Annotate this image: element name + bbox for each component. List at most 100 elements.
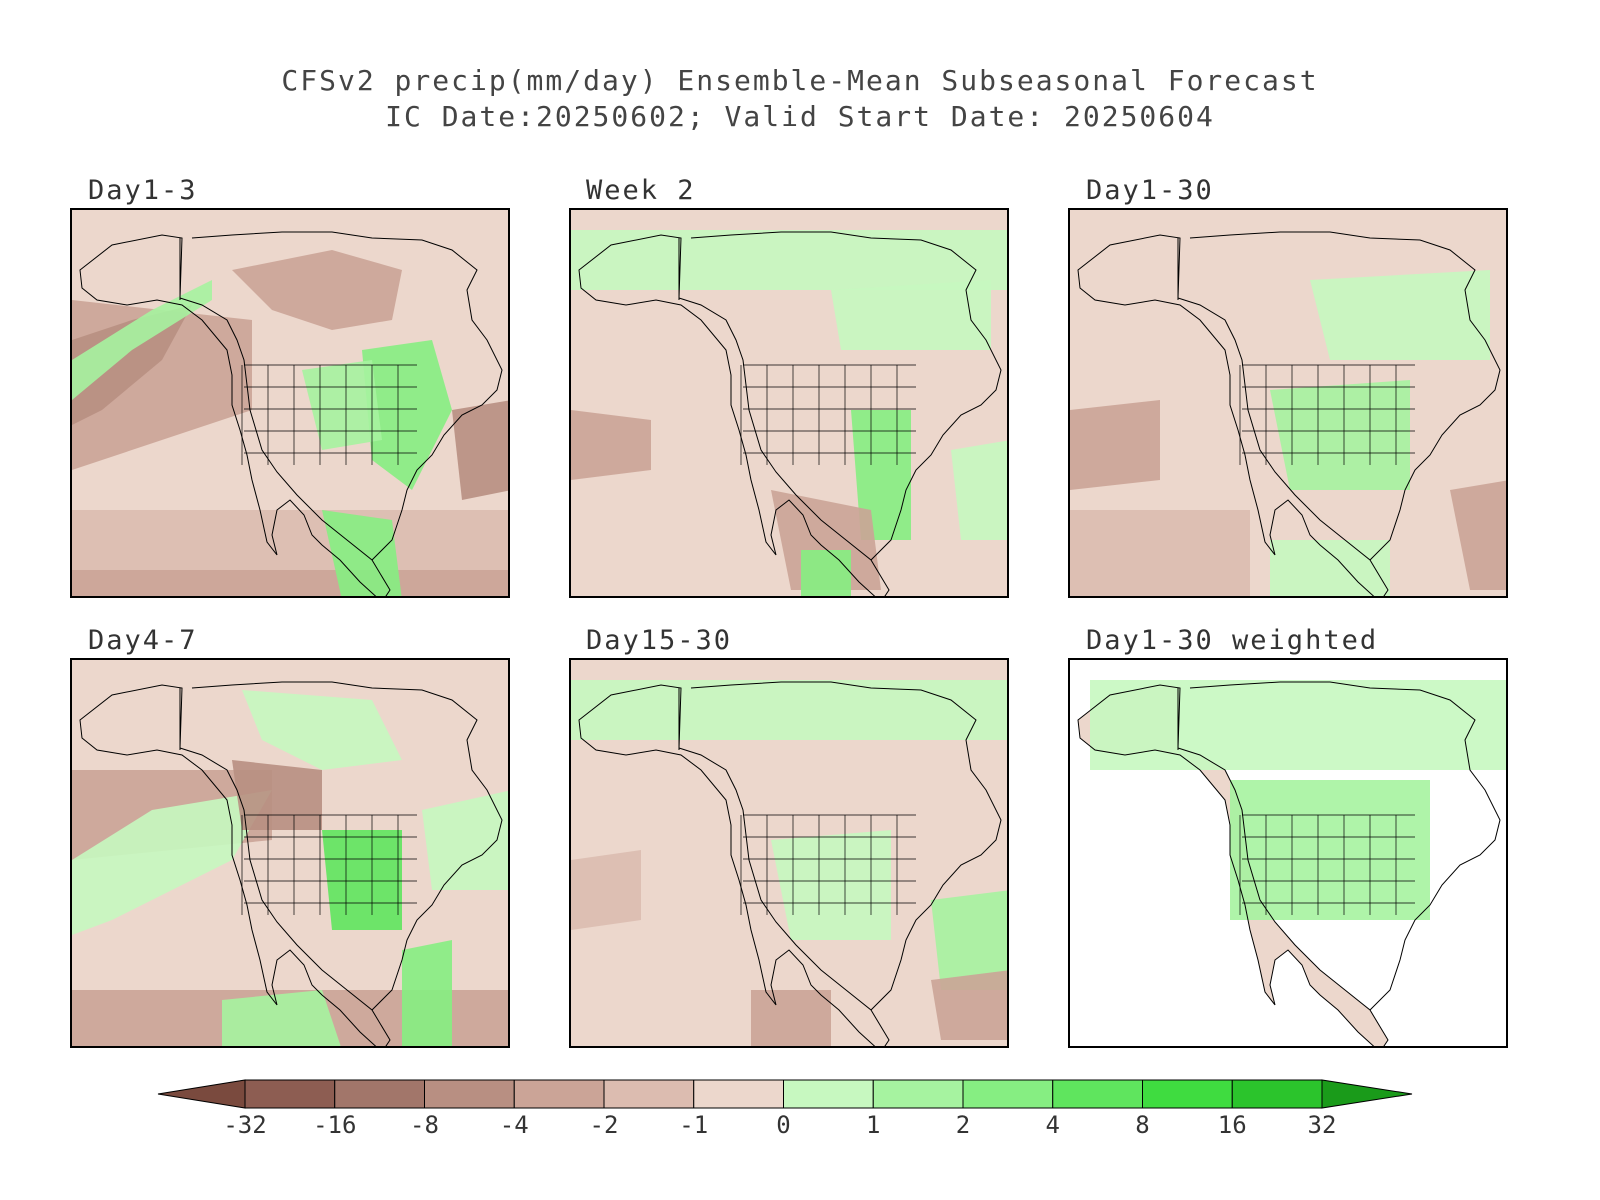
coastline-east [191,681,503,1011]
precip-anomaly-region [1070,510,1250,596]
precip-anomaly-region [322,510,402,596]
precip-anomaly-region [801,550,851,596]
colorbar-right-arrow [1321,1079,1413,1109]
precip-anomaly-region [1070,400,1160,490]
colorbar-tick-label: 16 [1218,1111,1247,1139]
precip-anomaly-region [72,280,212,400]
precip-field [1070,270,1506,596]
colorbar-box [783,1079,874,1109]
colorbar-box [424,1079,515,1109]
panel-label-day1-3: Day1-3 [88,175,198,206]
panel-label-week2: Week 2 [586,175,696,206]
precip-anomaly-region [402,940,452,1046]
precip-anomaly-region [452,400,508,500]
precip-anomaly-region [771,490,881,590]
precip-anomaly-region [571,850,641,930]
precip-field [72,250,508,596]
precip-anomaly-region [362,340,452,490]
precip-anomaly-region [232,760,322,830]
colorbar-tick-label: -16 [313,1111,356,1139]
panel-label-day1-30: Day1-30 [1086,175,1214,206]
colorbar-tick-label: 2 [956,1111,970,1139]
precip-map-day4-7 [72,660,508,1046]
map-panel-day15-30 [569,658,1009,1048]
precip-field [72,690,508,1046]
precip-anomaly-region [242,690,402,770]
colorbar-box [513,1079,605,1109]
colorbar-tick-label: 1 [866,1111,880,1139]
coastline-east [690,231,1002,561]
colorbar-tick-label: -1 [679,1111,708,1139]
state-borders [241,364,417,465]
precip-map-day1-30 [1070,210,1506,596]
coastline [79,234,391,596]
colorbar-box [1142,1079,1233,1109]
panel-label-day4-7: Day4-7 [88,625,198,656]
state-borders [241,814,417,915]
colorbar-box [334,1079,425,1109]
precip-anomaly-region [322,830,402,930]
precip-anomaly-region [232,250,402,330]
precip-anomaly-region [831,280,991,350]
precip-anomaly-region [951,440,1007,540]
colorbar-box [962,1079,1054,1109]
map-panel-day1-3 [70,208,510,598]
colorbar-box [693,1079,784,1109]
precip-anomaly-region [1450,480,1506,590]
precip-anomaly-region [422,790,508,890]
precip-map-day1-30-weighted [1070,660,1506,1046]
precip-map-day15-30 [571,660,1007,1046]
map-panel-day1-30-weighted [1068,658,1508,1048]
colorbar-box [872,1079,964,1109]
coastline-east [690,681,1002,1011]
colorbar-tick-label: -32 [223,1111,266,1139]
coastline-east [191,231,503,561]
precip-anomaly-region [771,830,891,940]
colorbar-tick-label: 0 [776,1111,790,1139]
colorbar-tick-label: 4 [1046,1111,1060,1139]
figure-title: CFSv2 precip(mm/day) Ensemble-Mean Subse… [281,64,1319,97]
precip-anomaly-region [931,890,1007,990]
state-borders [1239,364,1415,465]
precip-anomaly-region [1270,380,1410,490]
coastline-east [1189,231,1501,561]
colorbar-tick-label: -4 [500,1111,529,1139]
precip-anomaly-region [72,790,272,935]
precip-map-week2 [571,210,1007,596]
coastline [1077,684,1389,1046]
panel-label-day1-30-weighted: Day1-30 weighted [1086,625,1379,656]
precip-anomaly-region [72,305,192,425]
precip-anomaly-region [302,360,382,450]
precip-anomaly-region [751,990,831,1046]
colorbar-box [603,1079,695,1109]
panel-label-day15-30: Day15-30 [586,625,733,656]
coastline-east [1189,681,1501,1011]
precip-anomaly-region [1270,540,1390,596]
figure-subtitle: IC Date:20250602; Valid Start Date: 2025… [385,100,1215,133]
state-borders [1239,814,1415,915]
precip-anomaly-region [1090,680,1506,770]
colorbar-box [1231,1079,1323,1109]
state-borders [740,814,916,915]
map-panel-day4-7 [70,658,510,1048]
precip-map-day1-3 [72,210,508,596]
precip-anomaly-region [851,410,911,540]
colorbar-left-arrow [157,1079,246,1109]
map-panel-day1-30 [1068,208,1508,598]
colorbar-tick-label: 32 [1308,1111,1337,1139]
coastline [79,684,391,1046]
coastline [578,684,890,1046]
coastline [578,234,890,596]
precip-anomaly-region [1310,270,1490,360]
precip-field [571,680,1007,1046]
state-borders [740,364,916,465]
colorbar-box [244,1079,336,1109]
precip-anomaly-region [931,970,1007,1040]
coastline [1077,234,1389,596]
colorbar-tick-label: -2 [590,1111,619,1139]
precip-anomaly-region [571,410,651,480]
precip-anomaly-region [222,990,341,1046]
map-panel-week2 [569,208,1009,598]
colorbar-tick-label: 8 [1135,1111,1149,1139]
